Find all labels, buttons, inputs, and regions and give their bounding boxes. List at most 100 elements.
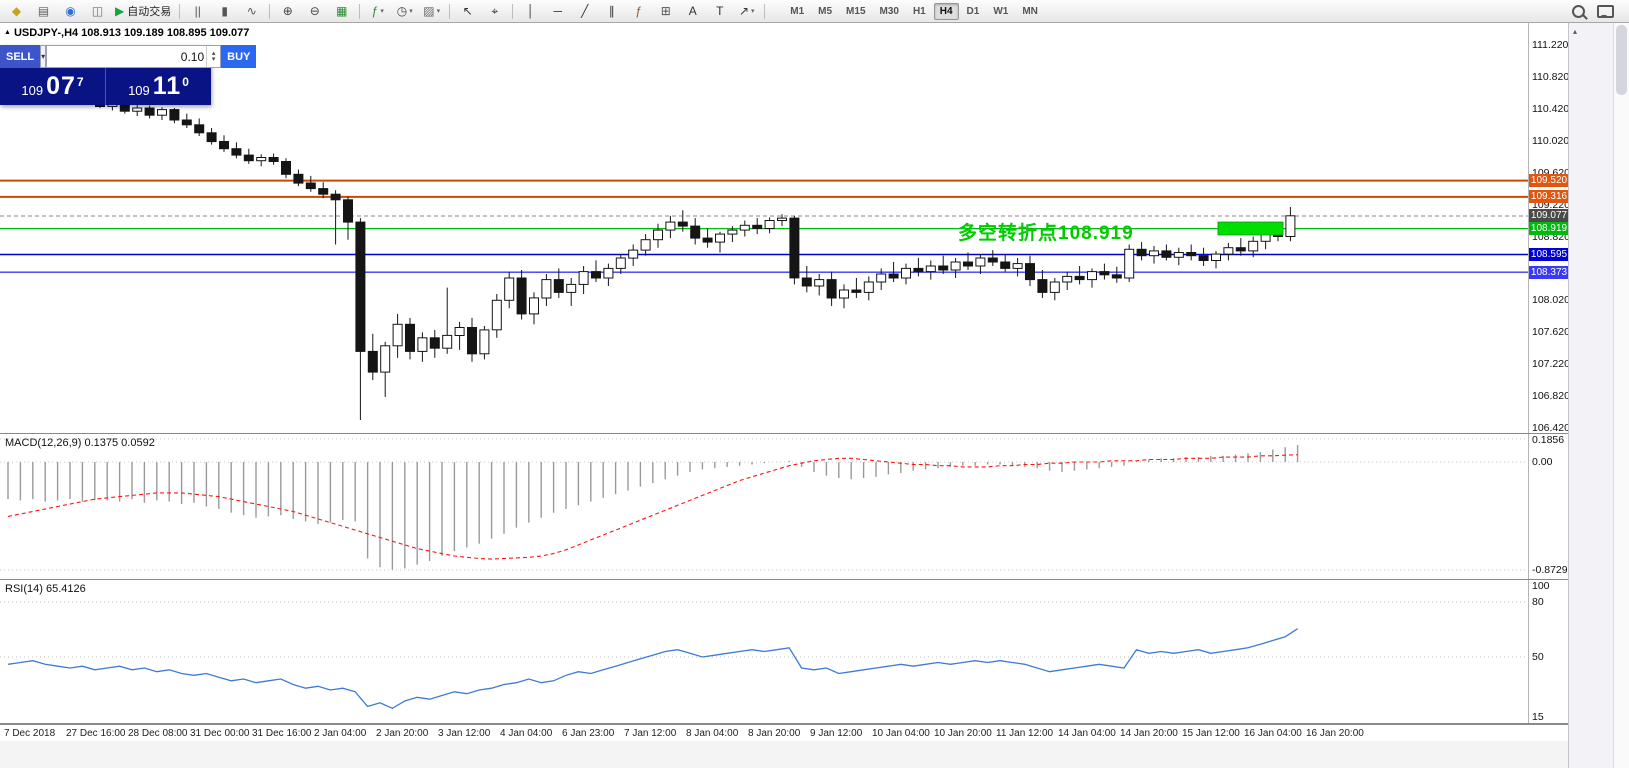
label-icon: T <box>716 4 724 18</box>
bottom-fill <box>0 741 1568 768</box>
arrows-icon: ↗ <box>738 4 749 18</box>
rsi-axis-label: 50 <box>1532 651 1544 663</box>
trendline-icon: ╱ <box>581 4 589 18</box>
rsi-axis-label: 100 <box>1532 580 1550 592</box>
rsi-axis-label: 80 <box>1532 596 1544 608</box>
price-tag: 108.373 <box>1529 266 1569 279</box>
time-axis-label: 2 Jan 04:00 <box>314 728 367 739</box>
price-tag: 109.316 <box>1529 190 1569 203</box>
periods-button[interactable]: ◷ ▾ <box>392 1 417 22</box>
chart-header: ▲ USDJPY-,H4 108.913 109.189 108.895 109.… <box>4 27 249 39</box>
rsi-axis-label: 15 <box>1532 711 1544 723</box>
timeframe-h4-button[interactable]: H4 <box>933 2 959 20</box>
label-button[interactable]: T <box>707 1 732 22</box>
bar-chart-icon: || <box>194 4 201 18</box>
timeframe-h1-button[interactable]: H1 <box>912 5 926 17</box>
cursor-icon: ↖ <box>462 4 473 18</box>
buy-price[interactable]: 109 11 0 <box>105 68 211 105</box>
timeframe-m30-button[interactable]: M30 <box>879 5 899 17</box>
macd-axis: 0.1856 0.00 -0.8729 <box>1528 434 1568 579</box>
sell-button[interactable]: SELL <box>0 45 41 68</box>
volume-down-button[interactable]: ▾ <box>211 55 216 63</box>
volume-steppers: ▴ ▾ <box>206 46 220 67</box>
horizontal-line-button[interactable]: ─ <box>545 1 570 22</box>
cursor-button[interactable]: ↖ <box>455 1 480 22</box>
trade-options-dropdown[interactable]: ▾ <box>40 45 47 68</box>
text-button[interactable]: A <box>680 1 705 22</box>
zoom-out-button[interactable]: ⊖ <box>302 1 327 22</box>
line-chart-button[interactable]: ∿ <box>239 1 264 22</box>
vertical-line-icon: │ <box>526 4 535 18</box>
search-button[interactable] <box>1566 1 1591 22</box>
sell-price-pips: 07 <box>46 72 76 100</box>
time-axis-label: 8 Jan 04:00 <box>686 728 739 739</box>
timeframe-m5-button[interactable]: M5 <box>818 5 833 17</box>
tile-windows-button[interactable]: ▦ <box>329 1 354 22</box>
vertical-scrollbar[interactable] <box>1613 23 1629 768</box>
time-axis-label: 31 Dec 16:00 <box>252 728 312 739</box>
candlestick-chart-icon: ▮ <box>221 4 229 18</box>
price-axis-label: 106.420 <box>1532 422 1570 434</box>
new-order-button[interactable]: ◆ <box>4 1 29 22</box>
timeframe-w1-button[interactable]: W1 <box>993 5 1009 17</box>
price-axis-label: 110.820 <box>1532 71 1570 83</box>
templates-button[interactable]: ▨ ▾ <box>419 1 444 22</box>
crosshair-button[interactable]: ⌖ <box>482 1 507 22</box>
timeframe-d1-button[interactable]: D1 <box>966 5 980 17</box>
indicators-button[interactable]: ƒ ▾ <box>365 1 390 22</box>
trendline-button[interactable]: ╱ <box>572 1 597 22</box>
vertical-line-button[interactable]: │ <box>518 1 543 22</box>
time-axis-label: 15 Jan 12:00 <box>1182 728 1240 739</box>
chevron-down-icon: ▾ <box>751 8 755 15</box>
zoom-in-icon: ⊕ <box>282 4 293 18</box>
sell-price-point: 7 <box>76 74 84 89</box>
chart-annotation: 多空转折点108.919 <box>958 223 1134 244</box>
profiles-icon: ◉ <box>65 4 76 18</box>
rsi-panel: RSI(14) 65.4126 100 80 50 15 <box>0 580 1568 724</box>
new-order-icon: ◆ <box>11 4 22 18</box>
volume-input[interactable] <box>47 46 207 67</box>
bar-chart-button[interactable]: || <box>185 1 210 22</box>
scrollbar-thumb[interactable] <box>1616 25 1627 95</box>
candlestick-chart-button[interactable]: ▮ <box>212 1 237 22</box>
time-axis-label: 7 Dec 2018 <box>4 728 56 739</box>
sell-price[interactable]: 109 07 7 <box>0 68 105 105</box>
timeframe-m15-button[interactable]: M15 <box>846 5 866 17</box>
profiles-button[interactable]: ◉ <box>58 1 83 22</box>
autotrading-button[interactable]: ▶ 自动交易 <box>112 1 174 22</box>
arrows-button[interactable]: ↗ ▾ <box>734 1 759 22</box>
channel-button[interactable]: ∥ <box>599 1 624 22</box>
line-chart-icon: ∿ <box>246 4 257 18</box>
toolbar-separator <box>512 3 514 19</box>
main-toolbar: ◆ ▤ ◉ ◫ ▶ 自动交易 || ▮ ∿ ⊕ ⊖ ▦ ƒ ▾ ◷ ▾ ▨ ▾ ↖ ⌖ │ ─ ╱ ∥ ƒ ⊞ A T ↗ ▾ M1 M5 M… <box>0 0 1629 23</box>
buy-button[interactable]: BUY <box>221 45 257 68</box>
buy-price-point: 0 <box>182 74 189 89</box>
time-axis-label: 28 Dec 08:00 <box>128 728 188 739</box>
time-axis-label: 10 Jan 04:00 <box>872 728 930 739</box>
search-icon <box>1572 4 1585 18</box>
tile-windows-icon: ▦ <box>336 4 348 18</box>
scroll-up-icon[interactable]: ▴ <box>1573 27 1578 36</box>
zoom-in-button[interactable]: ⊕ <box>275 1 300 22</box>
time-axis-label: 2 Jan 20:00 <box>376 728 429 739</box>
grid-button[interactable]: ⊞ <box>653 1 678 22</box>
fibonacci-button[interactable]: ƒ <box>626 1 651 22</box>
rsi-plot[interactable] <box>0 580 1528 723</box>
price-chart-plot[interactable] <box>0 23 1528 433</box>
price-chart-panel: ▲ USDJPY-,H4 108.913 109.189 108.895 109.… <box>0 23 1570 434</box>
macd-axis-label: -0.8729 <box>1532 564 1568 576</box>
timeframe-mn-button[interactable]: MN <box>1022 5 1038 17</box>
macd-plot[interactable] <box>0 434 1528 579</box>
volume-up-button[interactable]: ▴ <box>211 49 216 57</box>
timeframe-m1-button[interactable]: M1 <box>790 5 805 17</box>
time-axis-label: 16 Jan 04:00 <box>1244 728 1302 739</box>
macd-label: MACD(12,26,9) 0.1375 0.0592 <box>5 437 155 449</box>
price-axis-label: 110.420 <box>1532 103 1570 115</box>
terminal-button[interactable]: ◫ <box>85 1 110 22</box>
rsi-axis: 100 80 50 15 <box>1528 580 1568 723</box>
new-chart-button[interactable]: ▤ <box>31 1 56 22</box>
time-axis-label: 16 Jan 20:00 <box>1306 728 1364 739</box>
time-axis-label: 3 Jan 12:00 <box>438 728 491 739</box>
chat-button[interactable] <box>1593 1 1618 22</box>
crosshair-icon: ⌖ <box>491 4 499 18</box>
